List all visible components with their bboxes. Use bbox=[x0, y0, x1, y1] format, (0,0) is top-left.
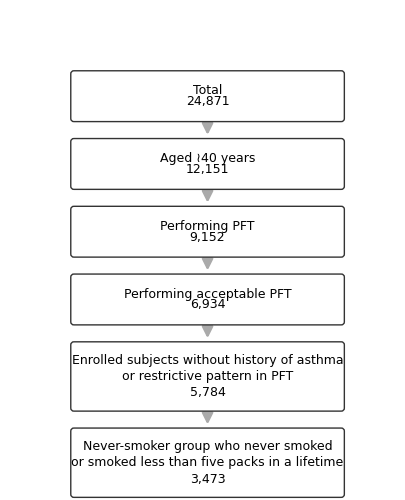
Text: 5,784: 5,784 bbox=[190, 386, 226, 400]
FancyBboxPatch shape bbox=[71, 428, 344, 498]
Text: 9,152: 9,152 bbox=[190, 230, 225, 243]
Text: or smoked less than five packs in a lifetime: or smoked less than five packs in a life… bbox=[71, 456, 344, 469]
Text: 3,473: 3,473 bbox=[190, 472, 225, 486]
Text: 24,871: 24,871 bbox=[186, 95, 229, 108]
Text: 6,934: 6,934 bbox=[190, 298, 225, 312]
Text: Aged ≀40 years: Aged ≀40 years bbox=[160, 152, 255, 165]
Text: 12,151: 12,151 bbox=[186, 163, 229, 176]
FancyBboxPatch shape bbox=[71, 71, 344, 122]
Text: Total: Total bbox=[193, 84, 222, 98]
Text: or restrictive pattern in PFT: or restrictive pattern in PFT bbox=[122, 370, 293, 383]
Text: Performing acceptable PFT: Performing acceptable PFT bbox=[124, 288, 291, 300]
FancyBboxPatch shape bbox=[71, 138, 344, 190]
Text: Never-smoker group who never smoked: Never-smoker group who never smoked bbox=[83, 440, 333, 453]
FancyBboxPatch shape bbox=[71, 274, 344, 325]
Text: Performing PFT: Performing PFT bbox=[160, 220, 255, 233]
FancyBboxPatch shape bbox=[71, 206, 344, 257]
FancyBboxPatch shape bbox=[71, 342, 344, 411]
Text: Enrolled subjects without history of asthma: Enrolled subjects without history of ast… bbox=[72, 354, 343, 366]
